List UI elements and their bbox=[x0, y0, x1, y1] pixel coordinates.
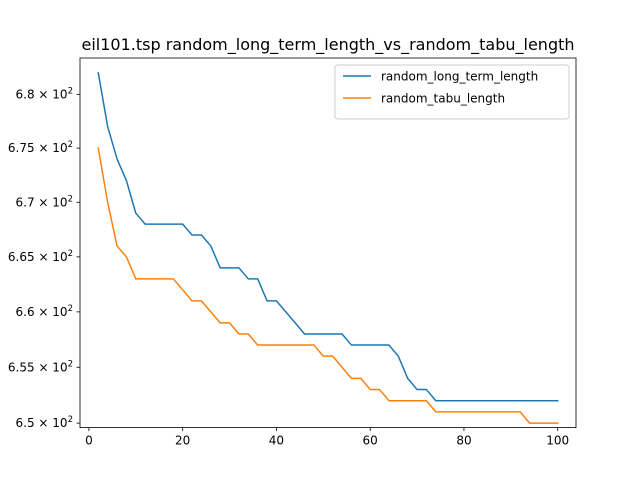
legend: random_long_term_length random_tabu_lengt… bbox=[334, 64, 570, 120]
series-line-random-long-term-length bbox=[97, 72, 559, 402]
y-tick-label: 6.5 × 102 bbox=[16, 415, 73, 430]
y-tick-label: 6.65 × 102 bbox=[8, 249, 73, 264]
x-tick-label: 60 bbox=[363, 434, 378, 448]
y-tick-label: 6.7 × 102 bbox=[16, 194, 73, 209]
y-tick-label: 6.55 × 102 bbox=[8, 359, 73, 374]
legend-label: random_long_term_length bbox=[381, 70, 538, 84]
y-tick-label: 6.6 × 102 bbox=[16, 304, 73, 319]
chart-title: eil101.tsp random_long_term_length_vs_ra… bbox=[81, 35, 574, 55]
y-tick-label: 6.8 × 102 bbox=[16, 86, 73, 101]
x-tick-label: 100 bbox=[546, 434, 569, 448]
x-tick-label: 20 bbox=[175, 434, 190, 448]
plot-frame bbox=[79, 57, 577, 429]
y-tick-label: 6.75 × 102 bbox=[8, 140, 73, 155]
series-line-random-tabu-length bbox=[97, 147, 559, 424]
plot-area: 0 20 40 60 80 100 6.5 × 102 6.55 × 102 6.6 × 102… bbox=[8, 72, 569, 448]
x-tick-label: 40 bbox=[269, 434, 284, 448]
legend-label: random_tabu_length bbox=[381, 92, 505, 106]
legend-box bbox=[334, 64, 570, 120]
x-tick-label: 0 bbox=[85, 434, 93, 448]
x-tick-label: 80 bbox=[456, 434, 471, 448]
